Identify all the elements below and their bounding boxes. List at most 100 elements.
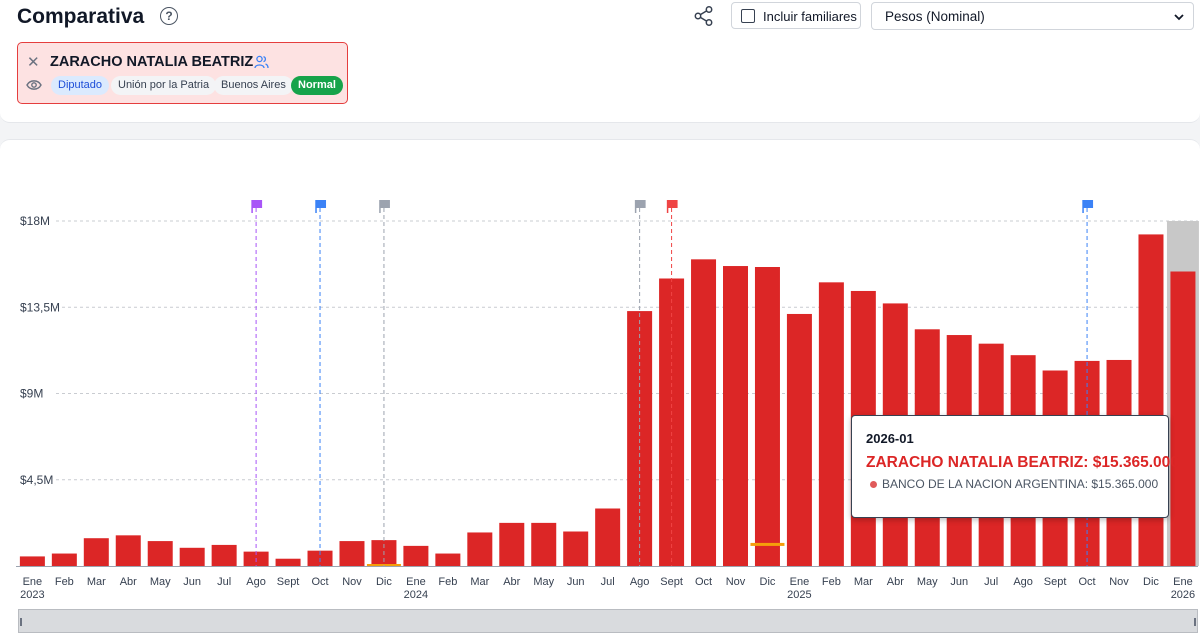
bar-3 [115,535,141,566]
flag-icon [1083,200,1094,208]
bar-23 [754,267,780,566]
x-tick-label: Feb [55,576,74,588]
bar-17 [563,531,589,566]
x-tick-label: Jun [183,576,201,588]
y-tick-label: $18M [20,214,50,228]
bar-16 [531,522,557,566]
bar-6 [211,544,237,566]
x-tick-label: May [533,576,554,588]
include-family-checkbox[interactable] [741,9,755,23]
bar-25 [818,282,844,566]
x-tick-label: Nov [1109,576,1129,588]
x-tick-label: Nov [342,576,362,588]
bar-8 [275,558,301,566]
share-icon[interactable] [693,5,715,27]
scrollbar-left-handle[interactable] [20,618,22,626]
bar-21 [691,259,717,566]
tooltip-date: 2026-01 [866,431,914,446]
tag-role: Diputado [51,76,110,95]
tag-district: Buenos Aires [214,76,293,95]
bar-22 [723,266,748,566]
x-year-label: 2026 [1171,589,1195,601]
include-family-label: Incluir familiares [763,9,857,24]
x-tick-label: Ene [23,576,43,588]
x-tick-label: Dic [376,576,392,588]
flag-icon [316,200,327,208]
x-tick-label: Ene [406,576,426,588]
currency-select-value: Pesos (Nominal) [885,9,985,24]
flag-icon [379,200,390,208]
x-tick-label: Ago [630,576,650,588]
x-year-label: 2023 [20,589,44,601]
x-tick-label: Ene [790,576,810,588]
x-tick-label: Abr [503,576,520,588]
bar-12 [403,545,429,566]
bar-10 [339,541,365,566]
x-tick-label: May [917,576,938,588]
bar-24 [786,313,812,566]
x-tick-label: Jul [217,576,231,588]
bar-15 [499,522,525,566]
x-tick-label: Ago [246,576,266,588]
bar-1 [51,553,77,566]
x-tick-label: Nov [726,576,746,588]
scrollbar-right-handle[interactable] [1194,618,1196,626]
bar-18 [595,508,621,566]
include-family-toggle[interactable]: Incluir familiares [731,2,861,29]
x-tick-label: Sept [660,576,683,588]
chart-tooltip: 2026-01 ZARACHO NATALIA BEATRIZ: $15.365… [851,415,1179,518]
x-tick-label: Ago [1013,576,1033,588]
x-tick-label: Oct [695,576,712,588]
x-year-label: 2025 [787,589,811,601]
x-tick-label: Dic [1143,576,1159,588]
x-tick-label: Oct [1078,576,1095,588]
bar-13 [435,553,461,566]
x-tick-label: Jul [984,576,998,588]
bar-4 [147,541,173,566]
x-tick-label: Sept [1044,576,1067,588]
x-tick-label: Mar [470,576,489,588]
x-tick-label: May [150,576,171,588]
y-tick-label: $13,5M [20,300,60,314]
x-tick-label: Dic [760,576,776,588]
bar-0 [19,556,45,566]
users-icon[interactable] [254,55,269,69]
y-tick-label: $4,5M [20,473,53,487]
page-title: Comparativa [17,5,145,28]
currency-select[interactable]: Pesos (Nominal) [871,2,1194,30]
eye-icon[interactable] [26,78,42,92]
flag-icon [252,200,263,208]
flag-icon [667,200,678,208]
x-tick-label: Feb [438,576,457,588]
bar-14 [467,532,493,566]
x-tick-label: Abr [120,576,137,588]
x-tick-label: Sept [277,576,300,588]
chart-zoom-scrollbar[interactable] [18,609,1198,633]
x-tick-label: Oct [311,576,328,588]
person-card: ✕ ZARACHO NATALIA BEATRIZ Diputado Unión… [17,42,348,104]
tag-party: Unión por la Patria [111,76,217,95]
x-tick-label: Jun [567,576,585,588]
close-icon[interactable]: ✕ [27,54,40,71]
bar-36 [1170,271,1196,566]
tooltip-headline: ZARACHO NATALIA BEATRIZ: $15.365.000 [866,454,1179,471]
bar-2 [83,538,109,566]
x-tick-label: Mar [854,576,873,588]
x-tick-label: Ene [1173,576,1193,588]
x-tick-label: Jul [601,576,615,588]
tooltip-detail: BANCO DE LA NACION ARGENTINA: $15.365.00… [882,477,1159,491]
bar-5 [179,547,205,566]
flag-icon [635,200,646,208]
x-tick-label: Mar [87,576,106,588]
x-tick-label: Abr [887,576,904,588]
x-tick-label: Feb [822,576,841,588]
person-name: ZARACHO NATALIA BEATRIZ [50,54,254,70]
chevron-down-icon [1174,14,1184,21]
help-icon[interactable]: ? [160,7,178,25]
x-year-label: 2024 [404,589,428,601]
header-panel: Comparativa ? Incluir familiares Pesos (… [0,0,1200,123]
tag-status: Normal [291,76,343,95]
event-marker [750,542,785,546]
tooltip-series-dot [870,481,877,488]
